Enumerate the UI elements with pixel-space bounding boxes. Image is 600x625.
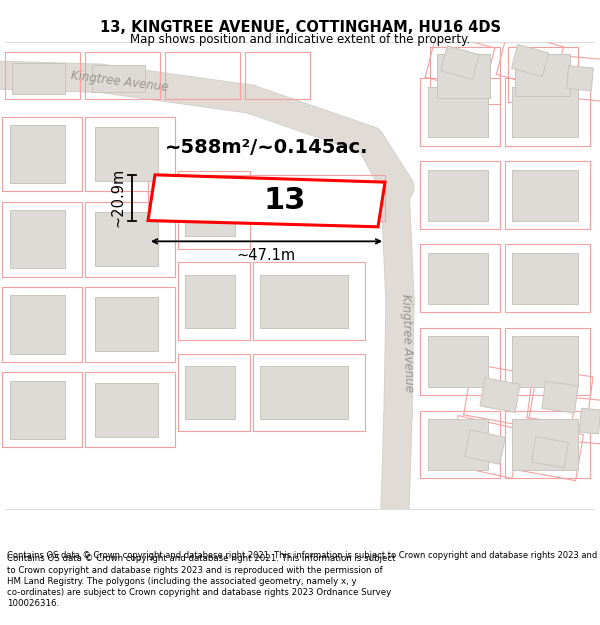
Polygon shape	[428, 169, 488, 221]
Text: Kingtree Avenue: Kingtree Avenue	[70, 69, 170, 94]
Polygon shape	[437, 54, 490, 98]
Text: HM Land Registry. The polygons (including the associated geometry, namely x, y: HM Land Registry. The polygons (includin…	[7, 577, 357, 586]
Polygon shape	[480, 378, 520, 412]
Text: co-ordinates) are subject to Crown copyright and database rights 2023 Ordnance S: co-ordinates) are subject to Crown copyr…	[7, 588, 391, 597]
Text: Map shows position and indicative extent of the property.: Map shows position and indicative extent…	[130, 32, 470, 46]
Polygon shape	[185, 183, 235, 236]
Polygon shape	[580, 408, 600, 434]
Polygon shape	[428, 336, 488, 387]
Polygon shape	[95, 298, 158, 351]
Polygon shape	[92, 65, 145, 92]
Polygon shape	[512, 253, 578, 304]
Text: ~588m²/~0.145ac.: ~588m²/~0.145ac.	[165, 138, 368, 158]
Polygon shape	[512, 169, 578, 221]
Polygon shape	[95, 382, 158, 437]
Polygon shape	[441, 46, 479, 79]
Text: ~47.1m: ~47.1m	[237, 248, 296, 263]
Polygon shape	[10, 125, 65, 183]
Polygon shape	[512, 44, 548, 77]
Polygon shape	[567, 66, 593, 91]
Text: to Crown copyright and database rights 2023 and is reproduced with the permissio: to Crown copyright and database rights 2…	[7, 566, 383, 574]
Polygon shape	[428, 86, 488, 138]
Text: 13, KINGTREE AVENUE, COTTINGHAM, HU16 4DS: 13, KINGTREE AVENUE, COTTINGHAM, HU16 4D…	[100, 20, 500, 35]
Polygon shape	[465, 430, 505, 464]
Polygon shape	[512, 336, 578, 387]
Text: ~20.9m: ~20.9m	[110, 168, 125, 228]
Polygon shape	[185, 366, 235, 419]
Polygon shape	[185, 274, 235, 328]
Text: 13: 13	[264, 186, 306, 216]
Polygon shape	[95, 127, 158, 181]
Polygon shape	[95, 213, 158, 266]
Polygon shape	[532, 437, 568, 468]
Polygon shape	[428, 419, 488, 470]
Polygon shape	[10, 381, 65, 439]
Polygon shape	[428, 253, 488, 304]
Text: 100026316.: 100026316.	[7, 599, 59, 608]
Polygon shape	[512, 419, 578, 470]
Text: Contains OS data © Crown copyright and database right 2021. This information is : Contains OS data © Crown copyright and d…	[7, 554, 396, 563]
Polygon shape	[12, 62, 65, 94]
Text: Kingtree Avenue: Kingtree Avenue	[399, 294, 415, 392]
Polygon shape	[148, 175, 385, 227]
Polygon shape	[542, 381, 578, 413]
Polygon shape	[10, 296, 65, 354]
Text: Contains OS data © Crown copyright and database right 2021. This information is : Contains OS data © Crown copyright and d…	[7, 551, 600, 560]
Polygon shape	[260, 274, 348, 328]
Polygon shape	[10, 210, 65, 268]
Polygon shape	[260, 366, 348, 419]
Polygon shape	[512, 86, 578, 138]
Polygon shape	[515, 54, 570, 96]
